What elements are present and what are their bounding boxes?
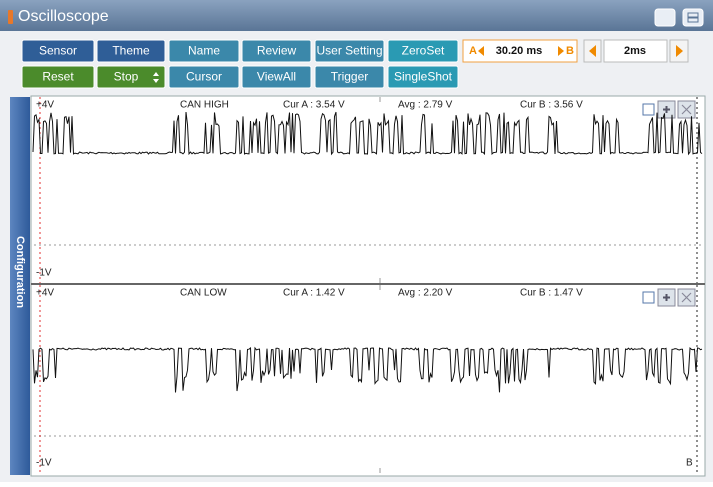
button-bg[interactable] <box>168 39 240 63</box>
button-bg[interactable] <box>387 65 459 89</box>
toolbar-button[interactable]: SingleShot <box>387 65 459 89</box>
average-value: Avg : 2.79 V <box>398 100 453 111</box>
icon <box>687 17 699 23</box>
cursor-b: B <box>566 45 574 57</box>
button-label[interactable]: Sensor <box>39 44 77 58</box>
arrow <box>478 46 484 56</box>
scale-top: +4V <box>36 100 54 111</box>
arrow <box>558 46 564 56</box>
cursor-time: 30.20 ms <box>496 45 542 57</box>
checkbox[interactable] <box>642 291 655 304</box>
button-bg[interactable] <box>21 39 95 63</box>
window-controls[interactable] <box>654 8 704 27</box>
toolbar-button[interactable]: Reset <box>21 65 95 89</box>
toolbar-button[interactable]: Review <box>241 39 312 63</box>
scale-bottom: -1V <box>36 268 52 279</box>
arrow <box>676 45 683 57</box>
button-bg[interactable] <box>314 39 385 63</box>
timebase-box <box>603 39 668 63</box>
arrow <box>589 45 596 57</box>
toolbar-button[interactable]: Stop <box>96 65 166 89</box>
cursor-a: A <box>469 45 477 57</box>
button-label[interactable]: Stop <box>114 70 139 84</box>
scale-bottom: -1V <box>36 458 52 469</box>
cursor-b-value: Cur B : 1.47 V <box>520 288 583 299</box>
button-bg[interactable] <box>241 65 312 89</box>
toolbar-button[interactable]: Theme <box>96 39 166 63</box>
title-bar <box>0 0 713 31</box>
cursor-a-value: Cur A : 3.54 V <box>283 100 345 111</box>
channel-name: CAN LOW <box>180 288 227 299</box>
button-label[interactable]: SingleShot <box>394 70 453 84</box>
button-bg[interactable] <box>96 65 166 89</box>
scope-panel: +4V CAN HIGH Cur A : 3.54 V Avg : 2.79 V Cur… <box>32 97 704 283</box>
button-bg[interactable] <box>314 65 385 89</box>
button-bg[interactable] <box>387 39 459 63</box>
scale-top: +4V <box>36 288 54 299</box>
button-label[interactable]: User Setting <box>316 44 382 58</box>
toolbar-button[interactable]: Name <box>168 39 240 63</box>
button-label[interactable]: Theme <box>112 44 150 58</box>
button-bg[interactable] <box>21 65 95 89</box>
timebase: 2ms <box>624 45 646 57</box>
cursor-box <box>462 39 578 63</box>
toolbar-button[interactable]: Trigger <box>314 65 385 89</box>
scope-panel: +4V CAN LOW Cur A : 1.42 V Avg : 2.20 V Cur … <box>31 283 705 473</box>
channel-name: CAN HIGH <box>180 100 229 111</box>
button-bg[interactable] <box>241 39 312 63</box>
toolbar-button[interactable]: Sensor <box>21 39 95 63</box>
app-icon <box>8 10 13 24</box>
cursor-a-value: Cur A : 1.42 V <box>283 288 345 299</box>
toolbar-button[interactable]: ViewAll <box>241 65 312 89</box>
toolbar-button[interactable]: Cursor <box>168 65 240 89</box>
icon <box>663 106 670 113</box>
button-label[interactable]: ZeroSet <box>402 44 445 58</box>
icon <box>681 104 692 115</box>
side-tab[interactable] <box>10 97 30 475</box>
scope-area <box>30 95 706 477</box>
cursor-b-value: Cur B : 3.56 V <box>520 100 583 111</box>
button-bg[interactable] <box>168 65 240 89</box>
button-label[interactable]: Trigger <box>331 70 369 84</box>
window-title: Oscilloscope <box>18 8 109 25</box>
button-bg[interactable] <box>96 39 166 63</box>
button-label[interactable]: Cursor <box>186 70 222 84</box>
button-label[interactable]: Review <box>257 44 297 58</box>
button-label[interactable]: ViewAll <box>257 70 296 84</box>
icon <box>687 12 699 18</box>
toolbar-button[interactable]: ZeroSet <box>387 39 459 63</box>
icon <box>663 294 670 301</box>
side-tab-label: Configuration <box>14 236 26 308</box>
minimize-button[interactable] <box>654 8 676 27</box>
checkbox[interactable] <box>642 103 655 116</box>
waveform <box>32 111 703 156</box>
button-label[interactable]: Name <box>188 44 220 58</box>
toolbar-button[interactable]: User Setting <box>314 39 385 63</box>
cursor-readout: A 30.20 ms B <box>462 39 578 63</box>
icon <box>681 292 692 303</box>
waveform <box>32 346 703 393</box>
spin-icon[interactable] <box>153 72 159 83</box>
button-label[interactable]: Reset <box>42 70 74 84</box>
cursor-b-marker: B <box>686 458 693 469</box>
average-value: Avg : 2.20 V <box>398 288 453 299</box>
